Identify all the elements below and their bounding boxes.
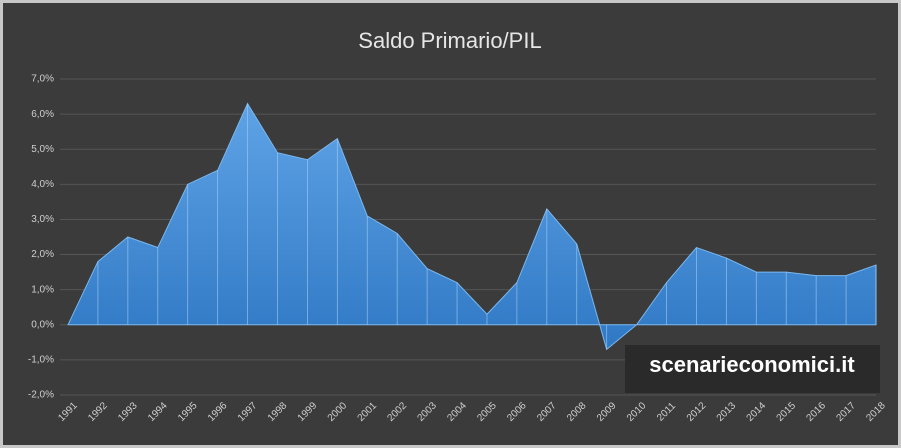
y-tick-label: 5,0%: [31, 144, 54, 155]
watermark-box: [625, 345, 880, 393]
y-tick-label: 3,0%: [31, 214, 54, 225]
y-tick-label: 4,0%: [31, 179, 54, 190]
chart-title: Saldo Primario/PIL: [358, 28, 541, 53]
watermark: scenarieconomici.it: [649, 352, 855, 377]
y-tick-label: 0,0%: [31, 319, 54, 330]
y-tick-label: 6,0%: [31, 109, 54, 120]
y-tick-label: 7,0%: [31, 74, 54, 85]
y-tick-label: -1,0%: [28, 355, 54, 366]
area: [67, 102, 877, 351]
y-tick-label: 1,0%: [31, 284, 54, 295]
y-tick-label: 2,0%: [31, 249, 54, 260]
y-tick-label: -2,0%: [28, 390, 54, 401]
